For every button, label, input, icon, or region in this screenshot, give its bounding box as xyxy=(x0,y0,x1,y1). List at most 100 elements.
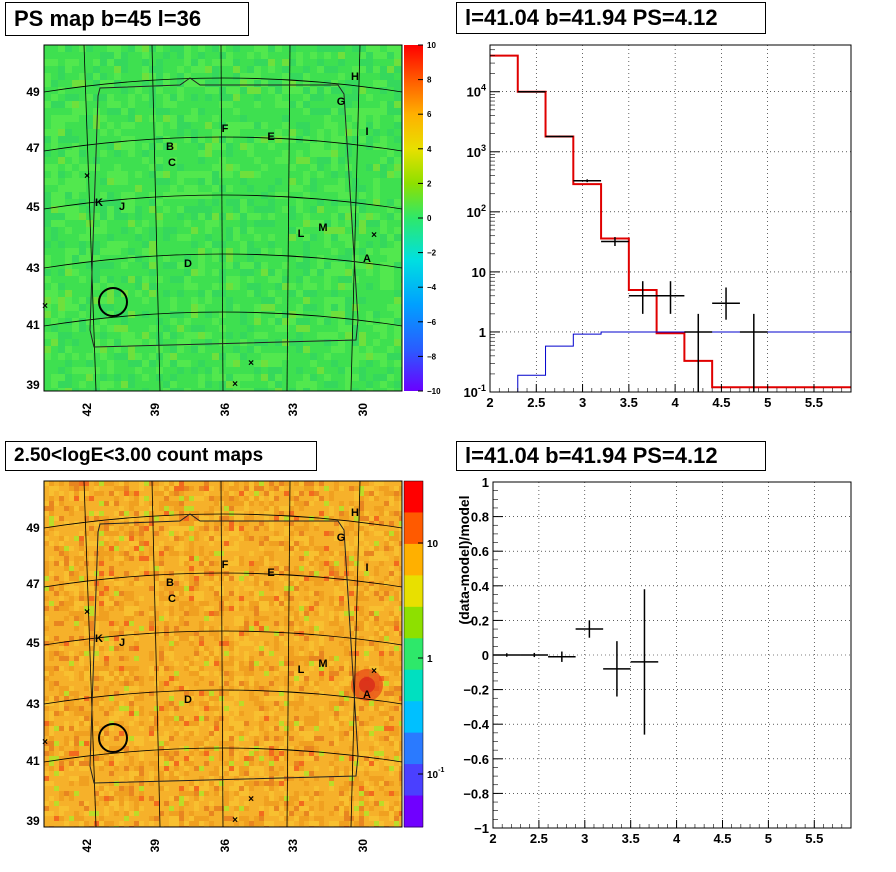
latitude-line xyxy=(43,194,403,210)
x-tick-label: 4.5 xyxy=(712,395,730,410)
residual-point xyxy=(520,652,549,658)
data-point xyxy=(712,287,740,320)
y-tick-label: −0.2 xyxy=(463,683,489,698)
spectrum-title: l=41.04 b=41.94 PS=4.12 xyxy=(456,2,766,34)
colorbar-segment xyxy=(404,606,423,639)
x-tick-label: 42 xyxy=(80,403,94,417)
x-tick-label: 5 xyxy=(764,395,771,410)
count-map-title: 2.50<logE<3.00 count maps xyxy=(5,441,317,471)
x-tick-label: 2 xyxy=(486,395,493,410)
y-tick-label: −0.6 xyxy=(463,752,489,767)
cm-map-pixels xyxy=(44,481,402,827)
y-tick-label: 47 xyxy=(26,141,40,155)
model-step-red xyxy=(490,54,851,389)
x-tick-label: 39 xyxy=(148,839,162,853)
y-tick-label: 10-1 xyxy=(463,383,486,400)
source-label-K: K xyxy=(95,633,103,645)
y-tick-label: 0.8 xyxy=(471,510,489,525)
source-label-F: F xyxy=(222,123,229,135)
colorbar-tick-label: 2 xyxy=(427,179,432,188)
latitude-line xyxy=(43,77,403,93)
x-marker: × xyxy=(371,666,377,677)
y-tick-label: −0.8 xyxy=(463,786,489,801)
y-tick-label: 45 xyxy=(26,200,40,214)
colorbar-segment xyxy=(404,575,423,608)
x-tick-label: 39 xyxy=(148,403,162,417)
cm-map: × × × × × H G F E I BC K J L M D A 42 39 36 33 30 49 47 45 43 41 39… xyxy=(26,480,444,853)
source-label-M: M xyxy=(318,658,327,670)
colorbar-tick-label: −4 xyxy=(427,283,437,292)
colorbar-tick-label: 0 xyxy=(427,214,432,223)
cm-map-frame xyxy=(43,480,403,828)
y-tick-label: 102 xyxy=(466,203,486,220)
latitude-line xyxy=(43,311,403,327)
y-tick-label: 0.4 xyxy=(471,579,490,594)
x-tick-label: 3 xyxy=(579,395,586,410)
x-marker: × xyxy=(84,171,90,182)
latitude-line xyxy=(43,136,403,152)
x-tick-label: 2 xyxy=(489,831,496,846)
x-tick-label: 42 xyxy=(80,839,94,853)
residual-point xyxy=(548,651,576,662)
x-marker: × xyxy=(248,358,254,369)
longitude-line xyxy=(151,44,161,392)
y-tick-label: 49 xyxy=(26,521,40,535)
latitude-line xyxy=(43,513,403,529)
y-tick-label: 41 xyxy=(26,318,40,332)
x-tick-label: 2.5 xyxy=(527,395,545,410)
data-point xyxy=(656,281,685,314)
colorbar-segment xyxy=(404,638,423,671)
x-tick-label: 30 xyxy=(356,839,370,853)
x-tick-label: 4 xyxy=(672,395,680,410)
data-point xyxy=(573,179,602,183)
ps-location-circle xyxy=(98,723,128,753)
source-label-B: B xyxy=(166,577,174,589)
ps-map-frame xyxy=(43,44,403,392)
region-outline xyxy=(89,77,359,348)
colorbar-tick-label: 1 xyxy=(427,654,433,665)
colorbar-tick-label: −10 xyxy=(427,387,441,396)
source-label-J: J xyxy=(119,201,125,213)
y-tick-label: 45 xyxy=(26,636,40,650)
x-tick-label: 30 xyxy=(356,403,370,417)
y-tick-label: 103 xyxy=(466,143,486,160)
data-point xyxy=(628,281,657,314)
y-tick-label: −0.4 xyxy=(463,717,489,732)
x-marker: × xyxy=(42,301,48,312)
y-tick-label: 0.2 xyxy=(471,613,489,628)
source-label-A: A xyxy=(363,253,371,265)
data-point xyxy=(545,135,574,138)
longitude-line xyxy=(83,44,97,392)
x-tick-label: 33 xyxy=(286,839,300,853)
source-label-L: L xyxy=(298,664,305,676)
y-tick-label: 39 xyxy=(26,378,40,392)
x-tick-label: 5 xyxy=(765,831,772,846)
data-point xyxy=(517,90,546,93)
colorbar-segment xyxy=(404,701,423,734)
source-label-B: B xyxy=(166,141,174,153)
x-marker: × xyxy=(42,737,48,748)
colorbar-segment xyxy=(404,543,423,576)
longitude-line xyxy=(350,44,361,392)
x-tick-label: 5.5 xyxy=(805,395,823,410)
source-label-D: D xyxy=(184,694,192,706)
colorbar-segment xyxy=(404,764,423,797)
ps-map-title: PS map b=45 l=36 xyxy=(5,2,249,36)
x-tick-label: 4.5 xyxy=(713,831,731,846)
colorbar-tick-label: 8 xyxy=(427,76,432,85)
y-tick-label: 43 xyxy=(26,261,40,275)
longitude-line xyxy=(83,480,97,828)
source-label-L: L xyxy=(298,228,305,240)
ps-location-circle xyxy=(98,287,128,317)
colorbar-tick-label: 10 xyxy=(427,539,439,550)
residual-point xyxy=(603,641,631,697)
colorbar-segment xyxy=(404,512,423,545)
source-label-G: G xyxy=(337,96,346,108)
latitude-line xyxy=(43,689,403,705)
y-tick-label: 43 xyxy=(26,697,40,711)
colorbar-segment xyxy=(404,732,423,765)
colorbar-tick-label: 10-1 xyxy=(427,767,444,781)
x-tick-label: 5.5 xyxy=(805,831,823,846)
source-label-E: E xyxy=(267,567,274,579)
